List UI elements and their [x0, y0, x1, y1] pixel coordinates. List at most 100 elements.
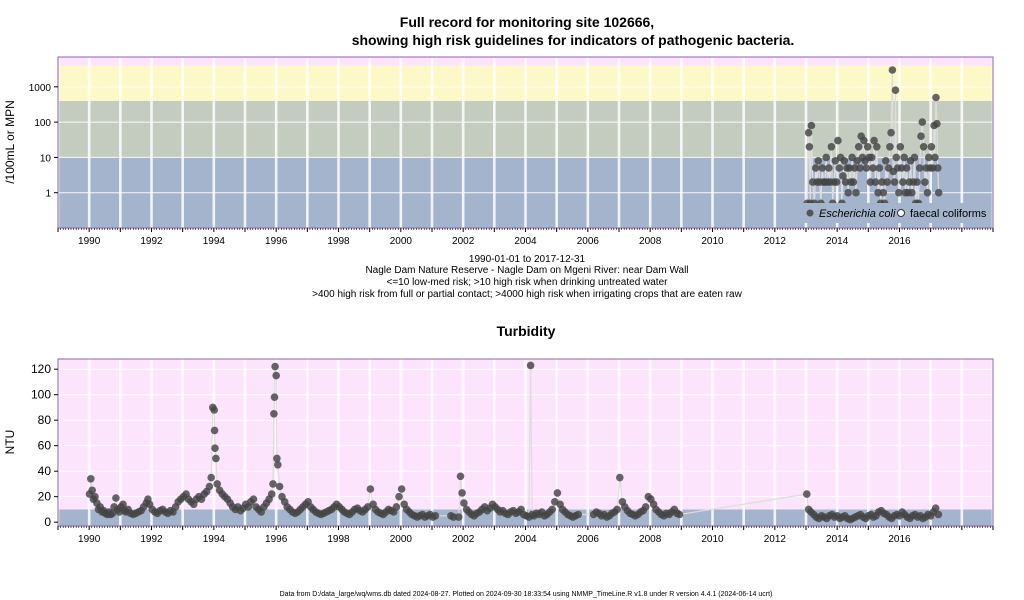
x-tick-label: 2006	[577, 236, 600, 247]
turbidity-x-axis: 1990 1992 1994 1996 1998 2000 2002 2004 2006 2008…	[57, 526, 994, 545]
data-point	[873, 143, 881, 151]
legend-box	[800, 203, 988, 223]
data-point	[210, 406, 218, 414]
data-point	[818, 164, 826, 172]
y-tick-label: 120	[31, 362, 51, 376]
data-point	[934, 188, 943, 197]
data-point	[913, 178, 921, 186]
y-tick-label: 20	[38, 490, 52, 504]
x-tick-label: 2000	[390, 534, 413, 545]
data-point	[867, 153, 876, 162]
data-point	[854, 143, 863, 151]
data-point	[887, 128, 895, 137]
data-point	[918, 118, 927, 126]
bacteria-panel: 1 10 100 1000 1990 1992 1994 1996 1998 2000 2002 2…	[3, 56, 995, 247]
data-point	[456, 472, 465, 481]
data-point	[835, 164, 843, 172]
data-point	[891, 86, 900, 94]
vertical-gridlines	[56, 57, 995, 228]
data-point	[840, 157, 849, 165]
x-tick-label: 1998	[327, 534, 350, 545]
data-point	[897, 164, 906, 172]
data-point	[270, 410, 278, 418]
data-point	[834, 136, 842, 145]
data-point	[932, 93, 940, 102]
y-tick-label: 1	[45, 189, 51, 200]
data-point	[890, 178, 899, 186]
data-point	[108, 509, 117, 518]
data-point	[267, 490, 276, 498]
data-point	[896, 143, 905, 151]
data-point	[869, 164, 877, 172]
data-point	[526, 361, 535, 370]
data-point	[213, 480, 221, 488]
data-point	[807, 121, 816, 130]
info-date-range: 1990-01-01 to 2017-12-31	[469, 254, 586, 265]
data-point	[915, 164, 924, 172]
data-point	[862, 164, 871, 172]
data-point	[205, 482, 214, 491]
data-point	[860, 136, 868, 145]
data-point	[366, 485, 375, 493]
data-point	[839, 172, 847, 180]
x-tick-label: 2002	[452, 534, 475, 545]
y-tick-label: 60	[38, 439, 52, 453]
x-tick-label: 2002	[452, 236, 475, 247]
data-point	[934, 164, 942, 172]
data-point	[395, 492, 403, 501]
turbidity-points	[85, 361, 943, 524]
data-point	[921, 178, 929, 186]
data-point	[271, 362, 279, 371]
data-point	[87, 475, 95, 483]
x-tick-label: 2012	[764, 534, 787, 545]
x-tick-label: 2008	[639, 236, 662, 247]
ecoli-points	[803, 66, 943, 208]
title-line-1: Full record for monitoring site 102666,	[400, 14, 654, 30]
data-point	[273, 454, 281, 463]
x-tick-label: 1996	[265, 236, 288, 247]
data-point	[91, 492, 99, 501]
data-point	[112, 494, 120, 502]
data-point	[211, 444, 219, 453]
data-point	[574, 510, 582, 519]
x-tick-label: 2010	[701, 236, 724, 247]
data-point	[275, 482, 284, 491]
data-point	[397, 485, 406, 493]
x-tick-label: 1992	[140, 236, 163, 247]
data-point	[883, 178, 891, 186]
data-point	[933, 119, 941, 128]
data-point	[902, 164, 911, 172]
legend-faecal-symbol	[897, 209, 905, 217]
data-point	[548, 505, 556, 514]
data-point	[841, 178, 850, 186]
data-point	[871, 178, 880, 186]
data-point	[119, 500, 127, 509]
legend: Escherichia coli faecal coliforms	[800, 203, 988, 223]
data-point	[613, 505, 621, 514]
data-point	[449, 513, 458, 521]
footer-note: Data from D:/data_large/wq/wms.db dated …	[280, 591, 773, 598]
x-tick-label: 2010	[701, 534, 724, 545]
data-point	[675, 510, 684, 519]
info-site-name: Nagle Dam Nature Reserve - Nagle Dam on …	[365, 265, 688, 276]
turbidity-y-axis: 0 20 40 60 80 100 120	[31, 362, 58, 529]
y-tick-label: 1000	[29, 83, 52, 94]
y-tick-label: 10	[40, 153, 52, 164]
x-tick-label: 2004	[514, 236, 537, 247]
x-tick-label: 2008	[639, 534, 662, 545]
data-point	[274, 461, 282, 469]
x-tick-label: 1994	[203, 236, 226, 247]
data-point	[863, 143, 872, 151]
data-point	[272, 371, 281, 380]
data-point	[803, 490, 811, 498]
x-tick-label: 1990	[78, 236, 101, 247]
x-tick-label: 1990	[78, 534, 101, 545]
y-tick-label: 80	[38, 413, 52, 427]
title-line-2: showing high risk guidelines for indicat…	[352, 32, 795, 48]
data-point	[805, 143, 814, 151]
info-guideline-contact: >400 high risk from full or partial cont…	[312, 289, 742, 300]
bacteria-y-label: /100mL or MPN	[3, 100, 17, 184]
data-point	[879, 188, 888, 197]
data-point	[892, 153, 901, 162]
